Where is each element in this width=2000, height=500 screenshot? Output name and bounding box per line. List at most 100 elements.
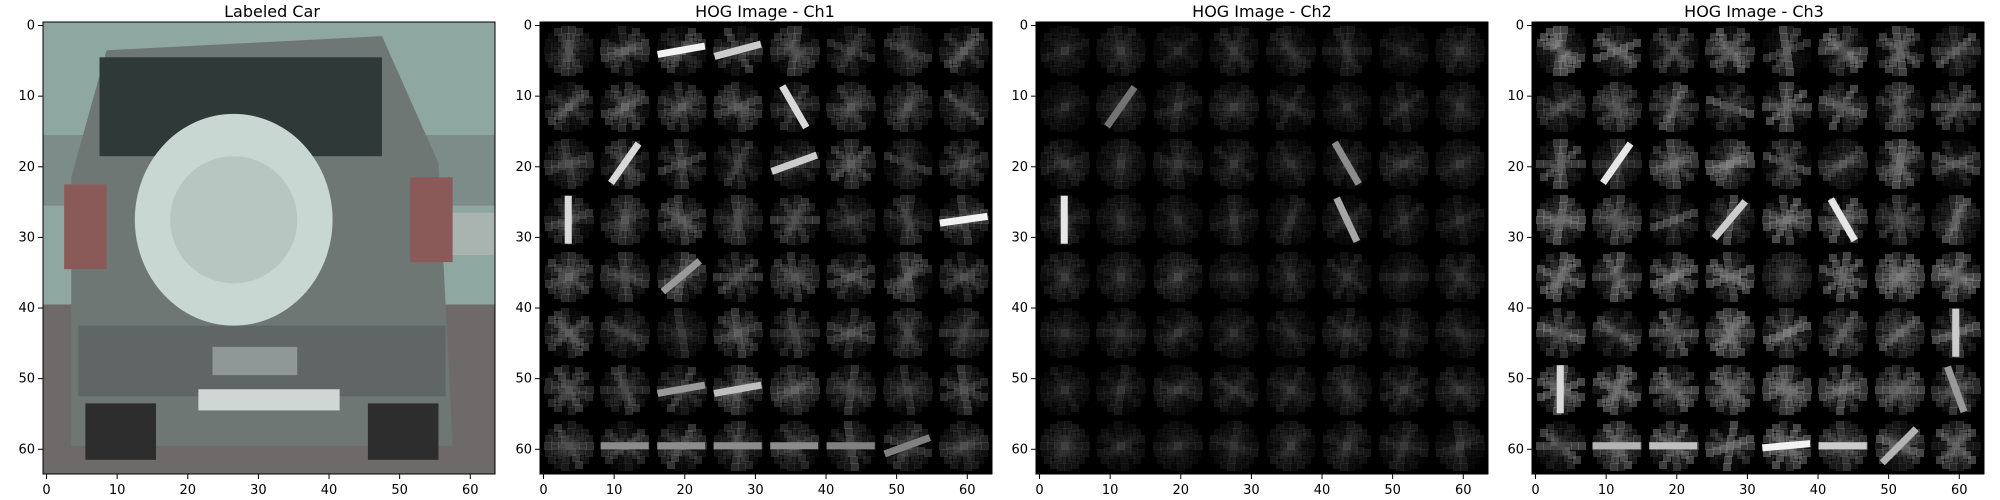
hog-gradient-pixel	[1057, 82, 1065, 90]
hog-gradient-pixel	[738, 109, 746, 117]
hog-gradient-pixel	[964, 195, 972, 203]
hog-gradient-pixel	[848, 40, 856, 48]
hog-gradient-pixel	[566, 153, 574, 161]
hog-gradient-pixel	[793, 230, 801, 238]
hog-gradient-pixel	[791, 216, 799, 224]
hog-gradient-pixel	[1057, 68, 1065, 76]
hog-gradient-pixel	[897, 157, 905, 165]
hog-gradient-pixel	[850, 89, 858, 97]
hog-gradient-pixel	[674, 166, 682, 174]
hog-gradient-pixel	[671, 157, 679, 165]
hog-gradient-pixel	[745, 404, 753, 412]
hog-gradient-pixel	[851, 139, 859, 147]
hog-gradient-pixel	[901, 146, 909, 154]
hog-gradient-pixel	[802, 56, 810, 64]
hog-gradient-pixel	[950, 141, 958, 149]
hog-gradient-pixel	[1379, 47, 1387, 55]
hog-gradient-pixel	[966, 99, 974, 107]
hog-gradient-pixel	[794, 463, 802, 471]
hog-gradient-pixel	[735, 40, 743, 48]
hog-gradient-pixel	[904, 103, 912, 111]
hog-gradient-pixel	[897, 216, 905, 224]
hog-gradient-pixel	[585, 265, 593, 273]
hog-gradient-pixel	[842, 155, 850, 163]
hog-gradient-pixel	[642, 329, 650, 337]
hog-gradient-pixel	[868, 47, 876, 55]
hog-gradient-pixel	[844, 421, 852, 429]
hog-gradient-pixel	[847, 160, 855, 168]
hog-gradient-pixel	[794, 294, 802, 302]
hog-gradient-pixel	[684, 157, 692, 165]
hog-gradient-pixel	[607, 216, 615, 224]
hog-gradient-pixel	[678, 216, 686, 224]
hog-gradient-pixel	[738, 41, 746, 49]
hog-gradient-pixel	[909, 51, 917, 59]
hog-gradient-pixel	[561, 68, 569, 76]
hog-gradient-pixel	[831, 343, 839, 351]
hog-gradient-pixel	[674, 195, 682, 203]
hog-gradient-pixel	[788, 146, 796, 154]
hog-gradient-pixel	[964, 210, 972, 218]
hog-gradient-pixel	[694, 90, 702, 98]
hog-gradient-pixel	[641, 167, 649, 175]
hog-gradient-pixel	[731, 124, 739, 132]
hog-gradient-pixel	[905, 54, 913, 62]
hog-gradient-pixel	[854, 91, 862, 99]
hog-gradient-pixel	[611, 85, 619, 93]
hog-gradient-pixel	[1071, 122, 1079, 130]
hog-gradient-pixel	[740, 155, 748, 163]
hog-gradient-pixel	[827, 152, 835, 160]
hog-gradient-pixel	[774, 33, 782, 41]
hog-gradient-pixel	[858, 235, 866, 243]
hog-gradient-pixel	[780, 169, 788, 177]
hog-gradient-pixel	[562, 89, 570, 97]
hog-gradient-pixel	[911, 228, 919, 236]
hog-gradient-pixel	[858, 178, 866, 186]
hog-gradient-pixel	[1267, 110, 1275, 118]
hog-gradient-pixel	[791, 47, 799, 55]
hog-gradient-pixel	[890, 155, 898, 163]
hog-gradient-pixel	[1097, 54, 1105, 62]
hog-gradient-pixel	[904, 160, 912, 168]
hog-gradient-pixel	[714, 39, 722, 47]
hog-gradient-pixel	[844, 97, 852, 105]
hog-gradient-pixel	[754, 322, 762, 330]
hog-gradient-pixel	[558, 91, 566, 99]
hog-gradient-pixel	[844, 41, 852, 49]
hog-gradient-pixel	[581, 90, 589, 98]
hog-gradient-pixel	[915, 169, 923, 177]
hog-gradient-pixel	[678, 160, 686, 168]
hog-gradient-pixel	[947, 278, 955, 286]
hog-gradient-pixel	[917, 268, 925, 276]
hog-gradient-pixel	[954, 106, 962, 114]
hog-gradient-pixel	[797, 214, 805, 222]
hog-gradient-pixel	[741, 59, 749, 67]
hog-gradient-pixel	[898, 108, 906, 116]
hog-gradient-pixel	[558, 216, 566, 224]
hog-gradient-pixel	[618, 294, 626, 302]
hog-gradient-pixel	[729, 108, 737, 116]
hog-gradient-pixel	[608, 165, 616, 173]
hog-gradient-pixel	[784, 219, 792, 227]
hog-gradient-pixel	[607, 160, 615, 168]
hog-gradient-pixel	[957, 166, 965, 174]
hog-gradient-pixel	[1227, 26, 1235, 34]
hog-gradient-pixel	[902, 54, 910, 62]
hog-gradient-pixel	[729, 155, 737, 163]
hog-gradient-pixel	[619, 33, 627, 41]
hog-gradient-pixel	[724, 198, 732, 206]
hog-gradient-pixel	[844, 166, 852, 174]
hog-gradient-pixel	[1300, 98, 1308, 106]
hog-gradient-pixel	[860, 165, 868, 173]
hog-gradient-pixel	[851, 308, 859, 316]
axes-frame	[42, 21, 496, 475]
hog-gradient-pixel	[618, 41, 626, 49]
hog-gradient-pixel	[575, 198, 583, 206]
hog-gradient-pixel	[883, 160, 891, 168]
hog-gradient-pixel	[1154, 110, 1162, 118]
hog-gradient-pixel	[585, 449, 593, 457]
hog-gradient-pixel	[718, 146, 726, 154]
hog-gradient-pixel	[614, 91, 622, 99]
hog-gradient-pixel	[674, 41, 682, 49]
hog-gradient-pixel	[735, 54, 743, 62]
